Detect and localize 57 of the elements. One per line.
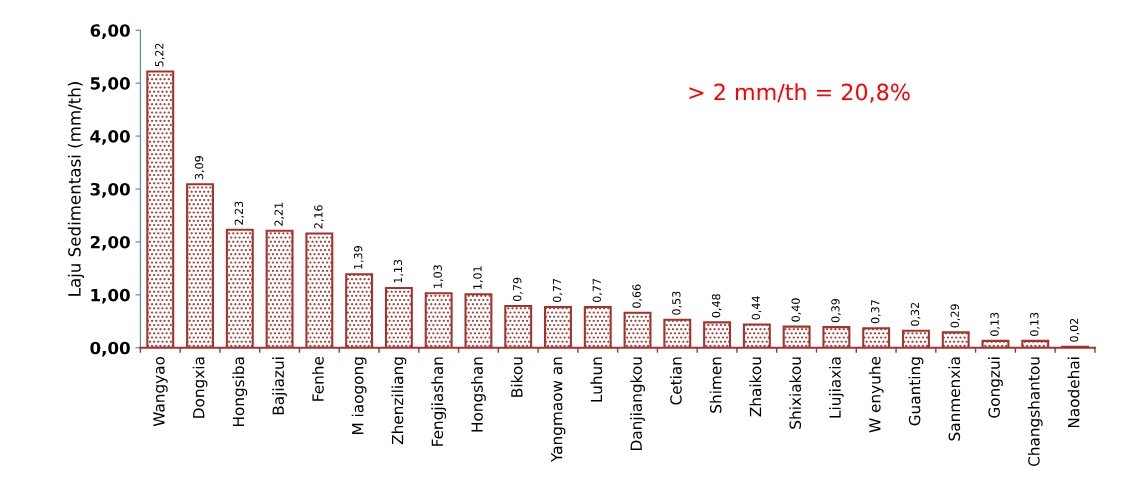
y-tick-label: 5,00 <box>90 77 130 92</box>
data-label: 0,40 <box>791 298 801 322</box>
x-tick-label: Shimen <box>709 357 722 413</box>
x-tick-label: W enyuhe <box>868 356 884 433</box>
y-tick-label: 1,00 <box>91 288 130 304</box>
x-tick-label: Wangyao <box>153 356 168 427</box>
data-label: 0,66 <box>632 284 642 308</box>
data-label: 0,77 <box>592 278 603 303</box>
y-tick-label: 2,00 <box>90 235 130 251</box>
data-label: 5,22 <box>155 43 165 67</box>
y-axis-title: Laju Sedimentasi (mm/th) <box>67 82 84 296</box>
y-tick-label: 4,00 <box>90 130 130 145</box>
data-label: 3,09 <box>194 156 205 180</box>
data-label: 1,39 <box>353 246 364 269</box>
data-label: 2,16 <box>314 205 324 229</box>
data-label: 0,39 <box>831 298 841 323</box>
x-tick-label: Fengjiashan <box>431 357 447 446</box>
data-label: 0,29 <box>950 304 961 328</box>
x-tick-label: Sanmenxia <box>948 357 961 441</box>
data-label: 0,13 <box>1030 312 1040 336</box>
x-tick-label: Luhun <box>590 357 603 402</box>
x-tick-label: Hongsiba <box>232 357 248 427</box>
data-label: 0,77 <box>552 278 563 303</box>
x-tick-label: Yangmaow an <box>551 357 566 463</box>
x-tick-label: Changshantou <box>1027 357 1043 467</box>
y-tick-label: 0,00 <box>90 341 130 357</box>
x-tick-label: Cetian <box>669 357 682 405</box>
data-label: 1,13 <box>393 259 404 283</box>
y-tick-label: 6,00 <box>90 24 130 39</box>
x-tick-label: Zhenziliang <box>391 357 407 445</box>
data-label: 0,53 <box>672 291 682 315</box>
data-label: 2,23 <box>234 201 245 225</box>
x-tick-label: Zhaikou <box>749 357 762 417</box>
x-tick-label: Bikou <box>510 357 523 397</box>
data-label: 0,13 <box>990 312 1000 336</box>
x-tick-label: M iaogong <box>351 357 367 435</box>
data-label: 0,32 <box>910 302 921 326</box>
x-tick-label: Shixiakou <box>789 357 802 429</box>
x-tick-label: Hongshan <box>471 357 486 432</box>
data-label: 0,48 <box>711 294 722 318</box>
x-tick-label: Liujiaxia <box>829 357 844 418</box>
x-tick-label: Fenhe <box>311 356 324 401</box>
x-tick-label: Bajiazui <box>272 357 287 415</box>
x-tick-label: Danjiangkou <box>630 357 645 450</box>
x-tick-label: Dongxia <box>192 357 208 418</box>
data-label: 0,79 <box>513 277 523 301</box>
x-tick-label: Guanting <box>908 357 924 426</box>
data-label: 0,37 <box>870 300 881 324</box>
data-label: 0,02 <box>1069 318 1080 342</box>
x-tick-label: Gongzui <box>988 357 1003 418</box>
data-label: 1,03 <box>433 265 444 288</box>
data-label: 2,21 <box>274 202 284 226</box>
annotation: > 2 mm/th = 20,8% <box>689 83 910 103</box>
y-tick-label: 3,00 <box>90 182 130 198</box>
data-label: 0,44 <box>751 296 762 320</box>
data-label: 1,01 <box>473 266 483 289</box>
x-tick-label: Naodehai <box>1067 357 1080 428</box>
